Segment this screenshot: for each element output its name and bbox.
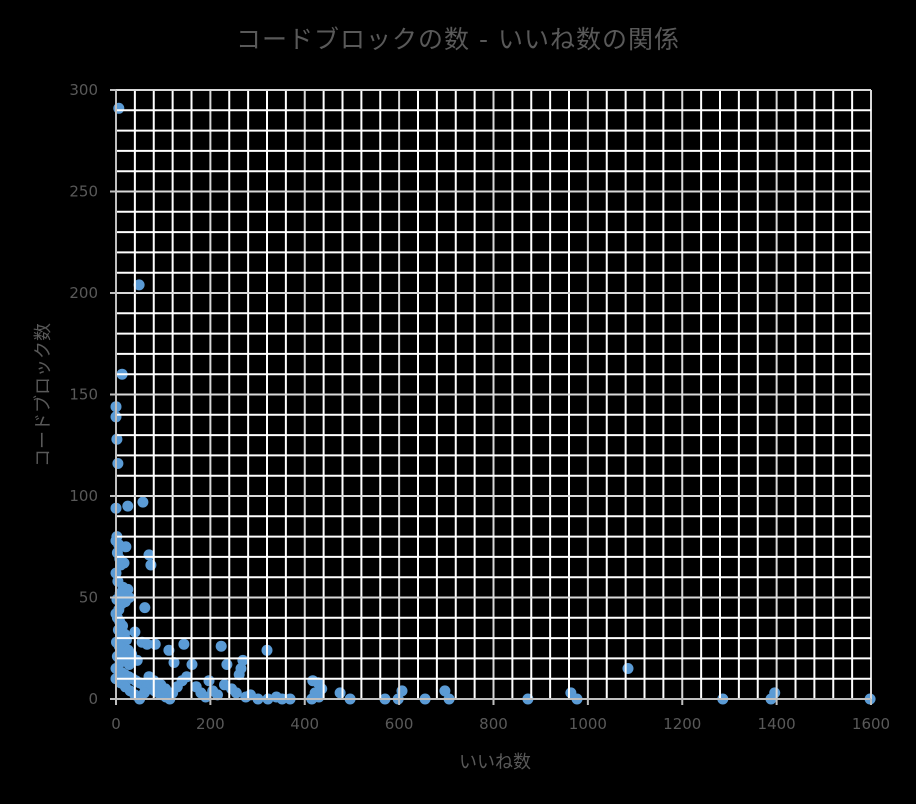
axes	[110, 89, 872, 705]
data-point	[212, 689, 223, 701]
x-tick-label: 600	[385, 715, 414, 733]
x-tick-label: 1000	[569, 715, 607, 733]
y-tick-label: 100	[69, 487, 98, 505]
data-point	[138, 687, 150, 699]
data-point	[622, 663, 634, 674]
y-tick-label: 50	[79, 589, 98, 607]
x-tick-label: 200	[196, 715, 225, 733]
y-tick-label: 150	[69, 386, 98, 404]
y-tick-label: 0	[88, 690, 98, 708]
y-axis-label: コードブロック数	[33, 323, 54, 467]
y-tick-label: 250	[69, 183, 98, 201]
data-point	[178, 638, 190, 650]
data-point	[122, 500, 134, 512]
chart-title: コードブロックの数 - いいね数の関係	[236, 25, 680, 54]
data-point	[233, 669, 245, 681]
data-point	[149, 638, 161, 650]
y-tick-label: 200	[69, 284, 98, 302]
data-point	[133, 279, 145, 291]
x-tick-label: 1200	[663, 715, 701, 733]
data-point	[139, 602, 151, 614]
data-point	[113, 102, 125, 114]
data-point	[221, 659, 233, 670]
gridlines	[115, 89, 872, 700]
data-point	[215, 640, 227, 652]
x-tick-label: 800	[479, 715, 508, 733]
data-point	[230, 687, 242, 699]
data-point	[112, 458, 124, 469]
x-tick-label: 400	[290, 715, 319, 733]
data-point	[203, 675, 215, 687]
y-tick-label: 300	[69, 81, 98, 99]
data-point	[141, 638, 153, 650]
tick-labels: 0 50 100 150 200 250 300 0 200 400 600 800 1000 1200 1…	[69, 81, 890, 733]
x-tick-label: 1400	[758, 715, 796, 733]
data-point	[334, 687, 346, 699]
x-axis-label: いいね数	[459, 752, 531, 773]
data-point	[769, 687, 781, 699]
x-tick-label: 1600	[852, 715, 890, 733]
data-point	[439, 685, 451, 697]
x-tick-label: 0	[111, 715, 121, 733]
data-point	[168, 657, 180, 668]
data-point	[237, 654, 249, 666]
data-point	[120, 541, 132, 553]
data-point	[123, 659, 135, 670]
data-point	[137, 496, 149, 508]
